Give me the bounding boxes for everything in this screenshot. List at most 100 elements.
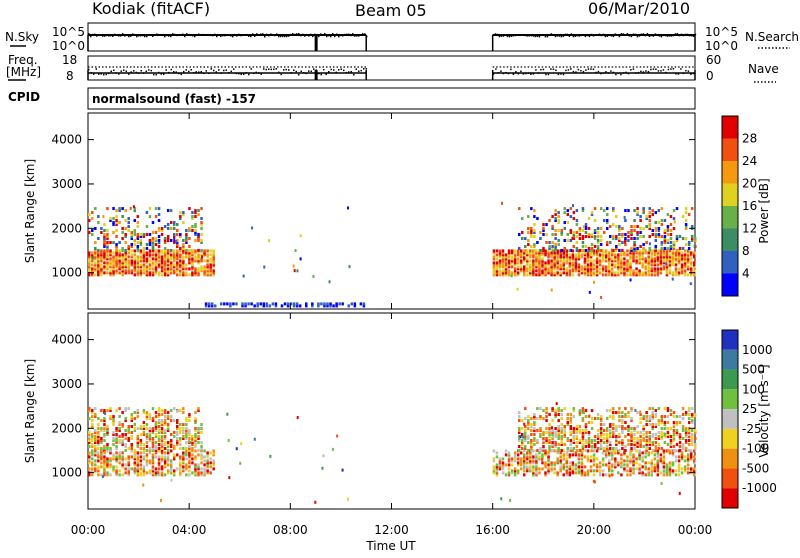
range-gate-cell	[504, 265, 508, 269]
nsky-sample	[630, 35, 633, 38]
range-gate-cell	[575, 234, 579, 238]
range-gate-cell	[501, 259, 505, 263]
range-gate-cell	[624, 233, 627, 237]
range-gate-cell	[571, 263, 575, 267]
colorbar-tick-label: 100	[742, 382, 765, 396]
range-gate-cell	[557, 407, 560, 411]
range-gate-cell	[136, 257, 140, 261]
range-gate-cell	[657, 421, 661, 425]
range-gate-cell	[662, 253, 666, 257]
range-gate-cell	[166, 448, 170, 452]
range-gate-cell	[311, 304, 314, 308]
range-gate-cell	[611, 251, 614, 255]
range-gate-cell	[197, 467, 200, 471]
nsky-sample	[248, 35, 250, 37]
range-gate-cell	[644, 473, 647, 477]
range-gate-cell	[142, 483, 145, 487]
range-gate-cell	[94, 207, 97, 211]
range-gate-cell	[507, 459, 511, 463]
range-gate-cell	[148, 433, 152, 437]
range-gate-cell	[666, 229, 670, 233]
range-gate-cell	[504, 449, 508, 453]
range-gate-cell	[559, 455, 562, 459]
range-gate-cell	[115, 253, 118, 257]
range-gate-cell	[671, 273, 675, 277]
range-gate-cell	[523, 251, 526, 255]
range-gate-cell	[326, 304, 329, 308]
range-gate-cell	[169, 269, 173, 273]
nsky-sample	[682, 34, 685, 37]
range-gate-cell	[665, 267, 669, 271]
range-gate-cell	[154, 415, 158, 419]
freq-sample	[243, 73, 245, 75]
range-gate-cell	[188, 433, 191, 437]
nsky-sample	[198, 33, 200, 35]
range-gate-cell	[166, 417, 170, 421]
range-gate-cell	[535, 273, 538, 277]
range-gate-cell	[545, 440, 548, 444]
range-gate-cell	[179, 473, 182, 477]
range-gate-cell	[121, 236, 124, 240]
range-gate-cell	[118, 453, 121, 457]
range-gate-cell	[595, 267, 599, 271]
nsky-sample	[122, 33, 124, 35]
range-gate-cell	[498, 465, 502, 469]
range-gate-cell	[547, 471, 550, 475]
range-gate-cell	[157, 415, 161, 419]
range-gate-cell	[495, 451, 499, 455]
range-gate-cell	[678, 448, 682, 452]
range-gate-cell	[194, 251, 197, 255]
range-gate-cell	[176, 431, 179, 435]
range-gate-cell	[194, 229, 197, 233]
range-gate-cell	[166, 253, 170, 257]
range-gate-cell	[668, 249, 672, 253]
range-gate-cell	[136, 457, 140, 461]
range-gate-cell	[194, 223, 197, 227]
range-gate-cell	[109, 451, 112, 455]
range-gate-cell	[560, 448, 563, 452]
range-gate-cell	[577, 469, 581, 473]
range-gate-cell	[614, 461, 617, 465]
range-gate-cell	[678, 433, 682, 437]
range-gate-cell	[645, 240, 648, 244]
range-gate-cell	[139, 234, 143, 238]
range-gate-cell	[645, 215, 648, 219]
range-gate-cell	[115, 244, 118, 248]
nsky-sample	[590, 33, 593, 36]
range-gate-cell	[562, 455, 565, 459]
range-gate-cell	[656, 467, 660, 471]
range-gate-cell	[136, 434, 140, 438]
range-gate-cell	[615, 427, 618, 431]
range-gate-cell	[197, 471, 200, 475]
range-gate-cell	[639, 431, 642, 435]
range-gate-cell	[169, 267, 173, 271]
range-gate-cell	[626, 459, 629, 463]
range-gate-cell	[191, 253, 194, 257]
range-gate-cell	[574, 265, 578, 269]
nsky-sample	[232, 35, 234, 38]
range-gate-cell	[668, 461, 672, 465]
range-gate-cell	[653, 469, 657, 473]
range-gate-cell	[684, 413, 688, 417]
range-gate-cell	[653, 465, 657, 469]
range-gate-cell	[577, 257, 581, 261]
range-gate-cell	[663, 434, 667, 438]
range-gate-cell	[176, 442, 179, 446]
colorbar-frame	[721, 329, 739, 509]
range-gate-cell	[661, 461, 664, 465]
range-gate-cell	[562, 253, 565, 257]
range-gate-cell	[347, 304, 350, 308]
range-gate-cell	[633, 219, 636, 223]
range-gate-cell	[681, 246, 685, 250]
range-gate-cell	[598, 253, 602, 257]
range-gate-cell	[130, 269, 133, 273]
range-gate-cell	[689, 469, 693, 473]
range-gate-cell	[532, 251, 535, 255]
range-gate-cell	[633, 240, 636, 244]
range-gate-cell	[151, 246, 155, 250]
range-gate-cell	[145, 448, 149, 452]
range-gate-cell	[197, 236, 200, 240]
range-gate-cell	[596, 436, 600, 440]
range-gate-cell	[601, 451, 605, 455]
range-gate-cell	[94, 253, 97, 257]
